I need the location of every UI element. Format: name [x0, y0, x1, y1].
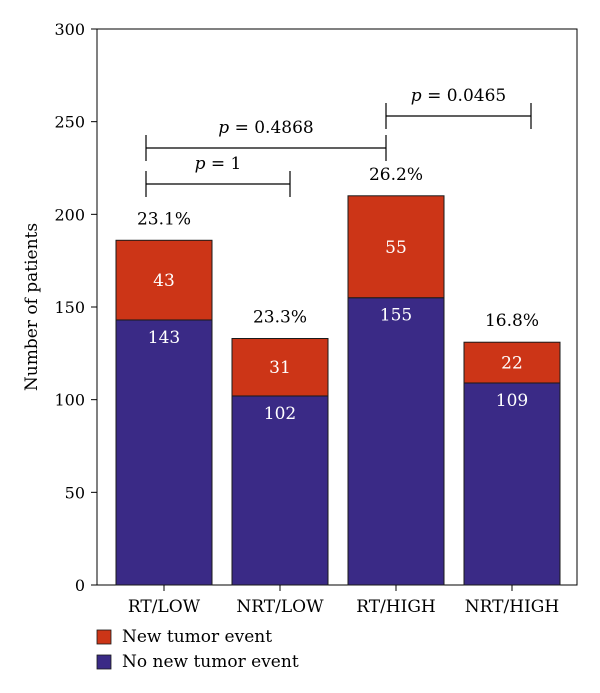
- bar-value-label: 43: [153, 271, 175, 291]
- x-axis-tick-labels: RT/LOW NRT/LOW RT/HIGH NRT/HIGH: [128, 585, 559, 617]
- legend-swatch: [96, 629, 112, 645]
- legend-swatch: [96, 654, 112, 670]
- p-value-label: p = 0.4868: [218, 118, 313, 138]
- bar-segment-new-tumor-event: [115, 239, 213, 321]
- percent-label: 23.3%: [253, 308, 307, 328]
- x-tick-label: RT/LOW: [128, 597, 201, 617]
- p-value-label: p = 1: [195, 154, 242, 174]
- bars: 143 43 23.1% 102 31 23.3% 155 55 26.2% 109 22 16.8%: [115, 165, 561, 586]
- x-tick-label: NRT/LOW: [236, 597, 324, 617]
- bar-segment-no-new-tumor-event: [463, 382, 561, 586]
- y-tick-label: 300: [54, 20, 85, 39]
- x-tick-label: NRT/HIGH: [465, 597, 559, 617]
- y-axis-label: Number of patients: [22, 223, 42, 391]
- bar-segment-new-tumor-event: [231, 338, 329, 397]
- percent-label: 23.1%: [137, 209, 191, 229]
- bar-value-label: 143: [148, 328, 180, 348]
- percent-label: 26.2%: [369, 165, 423, 185]
- percent-label: 16.8%: [485, 311, 539, 331]
- bar-segment-new-tumor-event: [463, 341, 561, 384]
- legend-label: No new tumor event: [122, 652, 299, 672]
- bar-segment-no-new-tumor-event: [347, 297, 445, 586]
- y-tick-label: 200: [54, 205, 85, 224]
- y-axis-ticks: 0 50 100 150 200 250 300: [54, 20, 97, 595]
- y-tick-label: 150: [54, 298, 85, 317]
- bar-segment-new-tumor-event: [347, 195, 445, 299]
- bar-value-label: 22: [501, 354, 523, 374]
- bar-segment-no-new-tumor-event: [231, 395, 329, 586]
- bar-segment-no-new-tumor-event: [115, 319, 213, 586]
- legend-label: New tumor event: [122, 627, 272, 647]
- y-tick-label: 0: [75, 576, 85, 595]
- bar-value-label: 55: [385, 238, 407, 258]
- y-tick-label: 50: [65, 483, 85, 502]
- significance-brackets: p = 1 p = 0.4868 p = 0.0465: [145, 86, 532, 197]
- bar-value-label: 155: [380, 306, 412, 326]
- x-tick-label: RT/HIGH: [356, 597, 436, 617]
- legend: New tumor event No new tumor event: [96, 627, 299, 672]
- bar-value-label: 102: [264, 404, 296, 424]
- p-value-label: p = 0.0465: [411, 86, 506, 106]
- y-tick-label: 250: [54, 113, 85, 132]
- bar-value-label: 109: [496, 391, 528, 411]
- y-tick-label: 100: [54, 391, 85, 410]
- bar-value-label: 31: [269, 358, 291, 378]
